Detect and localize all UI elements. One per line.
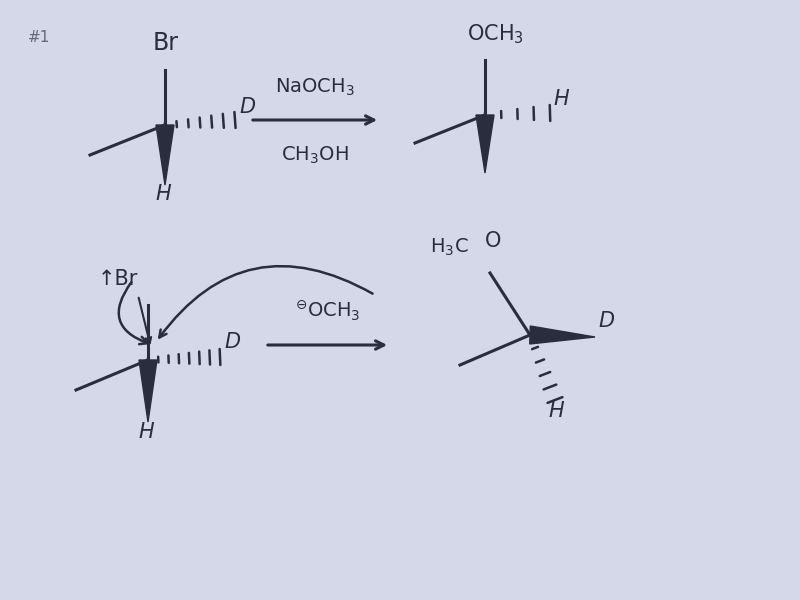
Text: D: D	[598, 311, 614, 331]
FancyArrowPatch shape	[118, 282, 148, 344]
Text: O: O	[485, 231, 502, 251]
Text: NaOCH$_3$: NaOCH$_3$	[275, 77, 355, 98]
Text: H: H	[553, 89, 569, 109]
Text: H: H	[155, 184, 170, 204]
Text: $^{\ominus}$OCH$_3$: $^{\ominus}$OCH$_3$	[294, 299, 360, 323]
Text: OCH$_3$: OCH$_3$	[467, 22, 524, 46]
Text: H$_3$C: H$_3$C	[430, 237, 469, 258]
Text: H: H	[548, 401, 564, 421]
Text: #1: #1	[28, 30, 50, 45]
Text: H: H	[138, 422, 154, 442]
FancyArrowPatch shape	[159, 266, 373, 338]
Polygon shape	[139, 360, 157, 422]
Polygon shape	[530, 326, 595, 344]
Text: ↑Br: ↑Br	[98, 269, 138, 289]
Polygon shape	[156, 125, 174, 185]
Text: D: D	[224, 332, 240, 352]
Polygon shape	[476, 115, 494, 173]
Text: CH$_3$OH: CH$_3$OH	[281, 145, 349, 166]
Text: D: D	[239, 97, 255, 117]
Text: Br: Br	[153, 31, 179, 55]
